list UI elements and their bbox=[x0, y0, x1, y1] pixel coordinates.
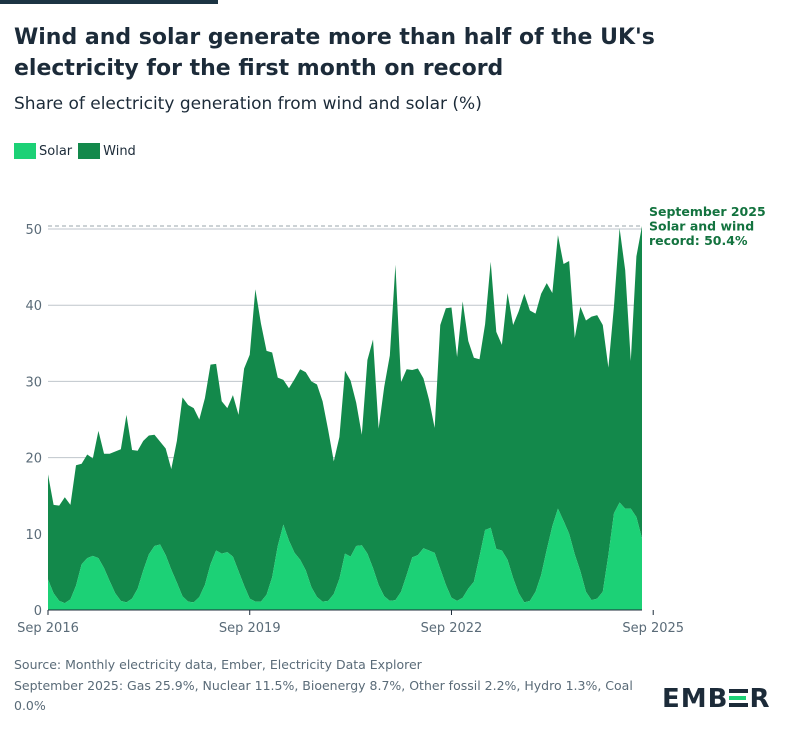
top-accent-bar bbox=[0, 0, 218, 4]
x-tick-label-1: Sep 2019 bbox=[219, 621, 281, 636]
legend-swatch-wind bbox=[78, 143, 101, 159]
legend-swatch-solar bbox=[14, 143, 36, 159]
logo-text-right: R bbox=[749, 684, 771, 714]
source-note: Source: Monthly electricity data, Ember,… bbox=[14, 657, 422, 672]
series-wind-area bbox=[48, 225, 642, 604]
legend-item-wind[interactable]: Wind bbox=[78, 143, 136, 159]
ember-logo: EMB R bbox=[662, 684, 770, 714]
area-series bbox=[48, 225, 642, 610]
chart-title: Wind and solar generate more than half o… bbox=[14, 25, 655, 81]
y-tick-label-30: 30 bbox=[25, 375, 42, 390]
y-tick-label-10: 10 bbox=[25, 528, 42, 543]
annotation-line-1: Solar and wind bbox=[649, 219, 754, 234]
annotation-line-2: record: 50.4% bbox=[649, 233, 748, 248]
ember-e-icon bbox=[729, 688, 749, 708]
footer-notes: Source: Monthly electricity data, Ember,… bbox=[14, 655, 634, 717]
x-tick-label-0: Sep 2016 bbox=[17, 621, 79, 636]
y-tick-label-40: 40 bbox=[25, 299, 42, 314]
legend: Solar Wind bbox=[14, 143, 142, 159]
logo-text-left: EMB bbox=[662, 684, 729, 714]
legend-label-solar: Solar bbox=[39, 143, 73, 159]
legend-label-wind: Wind bbox=[103, 143, 136, 159]
axes: 0 10 20 30 40 50 Sep 2016 Sep 2019 Sep 2022 Sep 2… bbox=[17, 223, 684, 636]
series-solar-area bbox=[48, 502, 642, 610]
annotation-line-0: September 2025 bbox=[649, 204, 766, 219]
y-tick-label-0: 0 bbox=[34, 604, 42, 619]
chart-subtitle: Share of electricity generation from win… bbox=[14, 94, 482, 114]
legend-item-solar[interactable]: Solar bbox=[14, 143, 72, 159]
generation-mix-note: September 2025: Gas 25.9%, Nuclear 11.5%… bbox=[14, 677, 633, 714]
y-tick-label-50: 50 bbox=[25, 223, 42, 238]
x-tick-label-2: Sep 2022 bbox=[421, 621, 483, 636]
y-tick-label-20: 20 bbox=[25, 452, 42, 467]
x-tick-label-3: Sep 2025 bbox=[622, 621, 684, 636]
